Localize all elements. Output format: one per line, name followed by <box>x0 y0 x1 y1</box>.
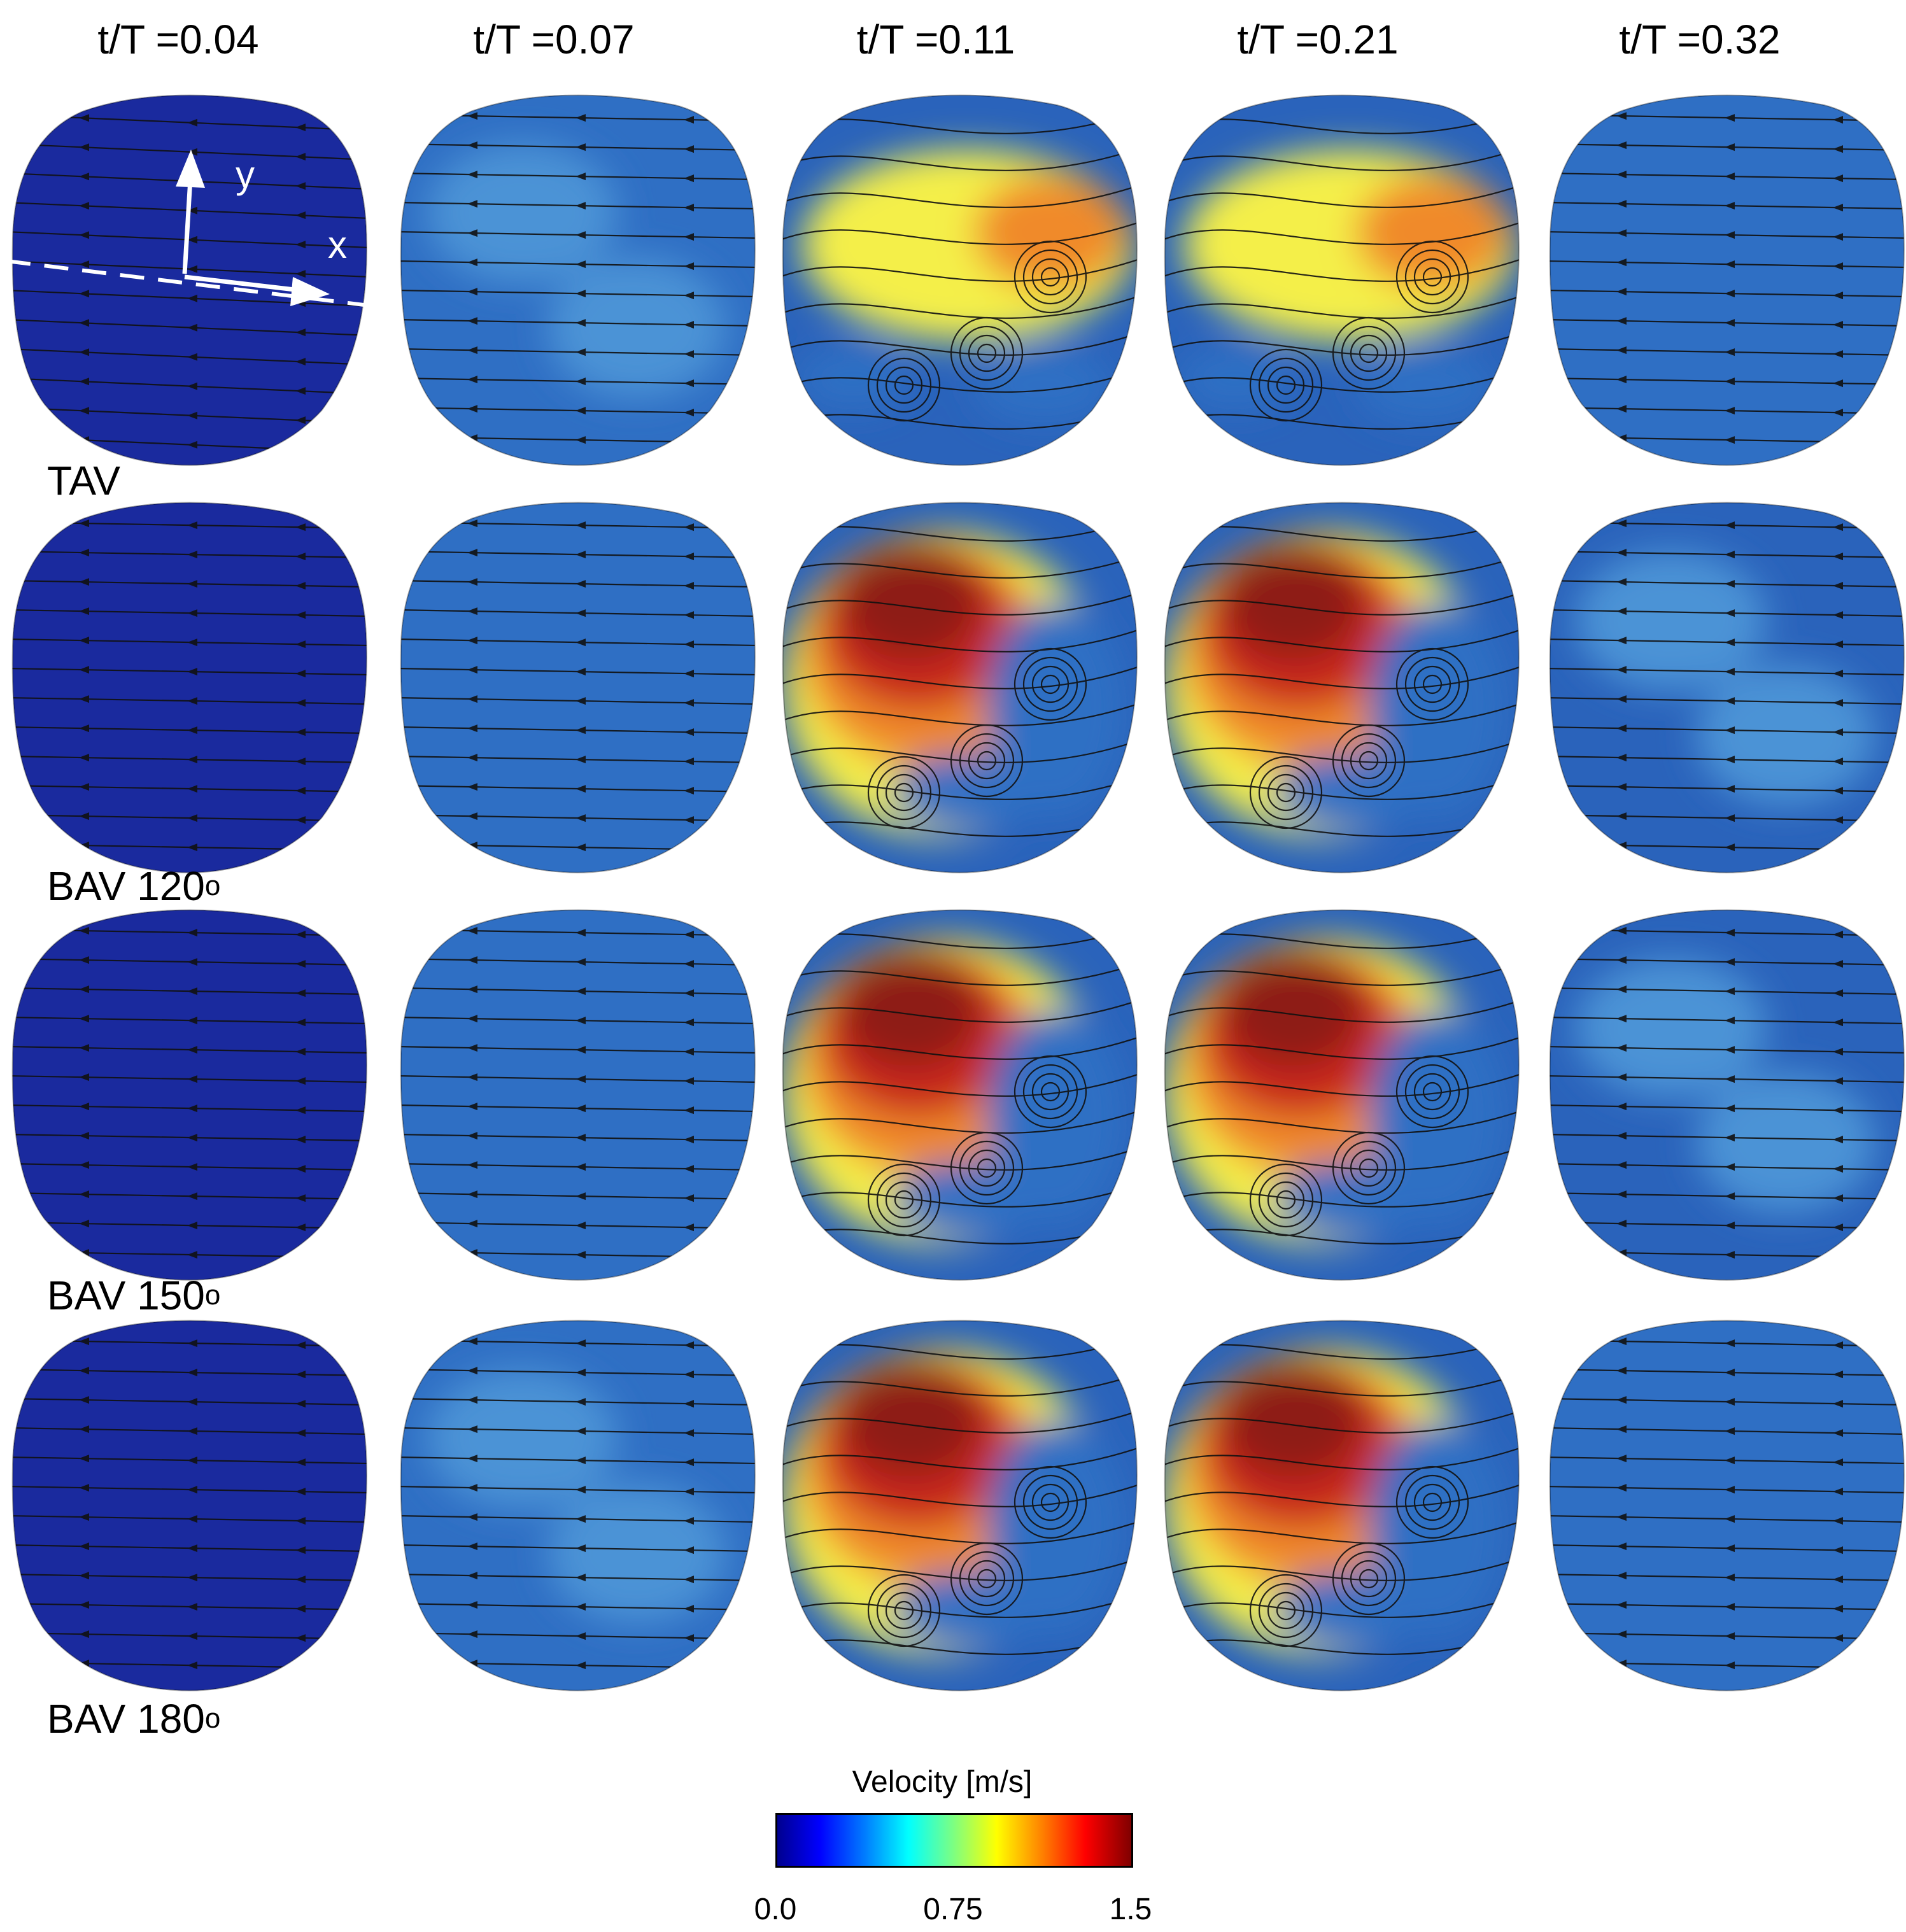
velocity-hotspots <box>1178 150 1515 423</box>
row-label-text: TAV <box>47 458 120 504</box>
streamlines <box>1164 518 1519 837</box>
velocity-field-svg <box>1164 502 1520 873</box>
velocity-field-svg <box>782 502 1138 873</box>
column-title-4: t/T =0.21 <box>1237 17 1399 62</box>
cross-section-base <box>12 95 367 465</box>
cross-section-base <box>12 502 367 873</box>
velocity-field-svg: yx <box>6 94 369 466</box>
x-axis-arrow <box>184 274 306 293</box>
velocity-field-svg <box>11 1320 367 1691</box>
velocity-field-svg <box>1549 1320 1905 1691</box>
velocity-hotspots <box>796 150 1133 423</box>
cross-section-base <box>12 1320 367 1691</box>
velocity-panel-r4-c5 <box>1544 1311 1906 1693</box>
cross-section-base <box>1550 1320 1904 1691</box>
column-title-3: t/T =0.11 <box>856 17 1015 62</box>
velocity-panel-r2-c4 <box>1159 493 1521 875</box>
centerline-dashed <box>6 259 369 307</box>
velocity-panel-r4-c1 <box>6 1311 369 1693</box>
cross-section-base <box>400 502 755 873</box>
velocity-panel-r3-c5 <box>1544 901 1906 1283</box>
velocity-field-svg <box>1164 1320 1520 1691</box>
velocity-panel-r3-c2 <box>395 901 758 1283</box>
velocity-panel-r4-c2 <box>395 1311 758 1693</box>
velocity-panel-r1-c5 <box>1544 86 1906 468</box>
velocity-panel-r3-c1 <box>6 901 369 1283</box>
x-axis-label: x <box>328 223 347 266</box>
velocity-hotspots <box>427 143 726 398</box>
velocity-panel-r2-c1 <box>6 493 369 875</box>
velocity-field-svg <box>400 94 756 466</box>
colorbar-mid-label: 0.75 <box>923 1893 983 1926</box>
row-label-bav-150: BAV 150o <box>47 1270 220 1326</box>
row-label-bav-120: BAV 120o <box>47 861 220 917</box>
colorbar-gradient <box>775 1813 1133 1868</box>
velocity-panel-r3-c4 <box>1159 901 1521 1283</box>
y-axis-arrowhead <box>176 150 205 188</box>
row-label-text: BAV 180 <box>47 1696 205 1742</box>
velocity-field-svg <box>400 1320 756 1691</box>
velocity-panel-r1-c2 <box>395 86 758 468</box>
streamlines <box>1550 927 1904 1261</box>
streamlines <box>12 927 367 1261</box>
velocity-field-svg <box>400 502 756 873</box>
row-label-sup: o <box>204 870 221 901</box>
velocity-field-svg <box>1549 909 1905 1281</box>
y-axis-label: y <box>236 153 255 196</box>
velocity-panel-r1-c4 <box>1159 86 1521 468</box>
velocity-panel-r4-c4 <box>1159 1311 1521 1693</box>
velocity-panel-r2-c2 <box>395 493 758 875</box>
velocity-panel-r4-c3 <box>777 1311 1140 1693</box>
velocity-panel-r2-c5 <box>1544 493 1906 875</box>
velocity-hotspots <box>1576 958 1875 1213</box>
velocity-field-svg <box>782 1320 1138 1691</box>
velocity-panel-r2-c3 <box>777 493 1140 875</box>
velocity-field-svg <box>782 909 1138 1281</box>
velocity-field-svg <box>11 909 367 1281</box>
colorbar-max-label: 1.5 <box>1109 1893 1152 1926</box>
row-label-bav-180: BAV 180o <box>47 1693 220 1749</box>
velocity-field-svg <box>1549 94 1905 466</box>
streamlines <box>782 518 1137 837</box>
velocity-hotspots <box>1576 551 1875 805</box>
column-title-2: t/T =0.07 <box>473 17 635 62</box>
streamlines <box>12 1337 367 1672</box>
velocity-hotspots <box>427 1369 726 1623</box>
cross-section-base <box>1550 95 1904 465</box>
velocity-field-svg <box>400 909 756 1281</box>
column-title-1: t/T =0.04 <box>97 17 259 62</box>
streamlines <box>400 927 755 1261</box>
velocity-field-svg <box>1549 502 1905 873</box>
velocity-field-svg <box>1164 909 1520 1281</box>
row-label-text: BAV 120 <box>47 863 205 909</box>
colorbar-title: Velocity [m/s] <box>852 1765 1033 1799</box>
streamlines <box>782 1336 1137 1655</box>
row-label-tav: TAV <box>47 455 120 511</box>
streamlines <box>1164 110 1519 430</box>
column-title-5: t/T =0.32 <box>1619 17 1781 62</box>
cross-section-base <box>12 910 367 1280</box>
coordinate-axes: yx <box>6 150 369 307</box>
cross-section-base <box>400 910 755 1280</box>
row-label-text: BAV 150 <box>47 1273 205 1318</box>
velocity-panel-r3-c3 <box>777 901 1140 1283</box>
colorbar-min-label: 0.0 <box>754 1893 797 1926</box>
velocity-field-svg <box>11 502 367 873</box>
streamlines <box>400 519 755 854</box>
velocity-field-svg <box>1164 94 1520 466</box>
velocity-panel-r1-c3 <box>777 86 1140 468</box>
row-label-sup: o <box>204 1703 221 1734</box>
velocity-field-svg <box>782 94 1138 466</box>
row-label-sup: o <box>204 1280 221 1311</box>
x-axis-arrowhead <box>290 277 330 306</box>
